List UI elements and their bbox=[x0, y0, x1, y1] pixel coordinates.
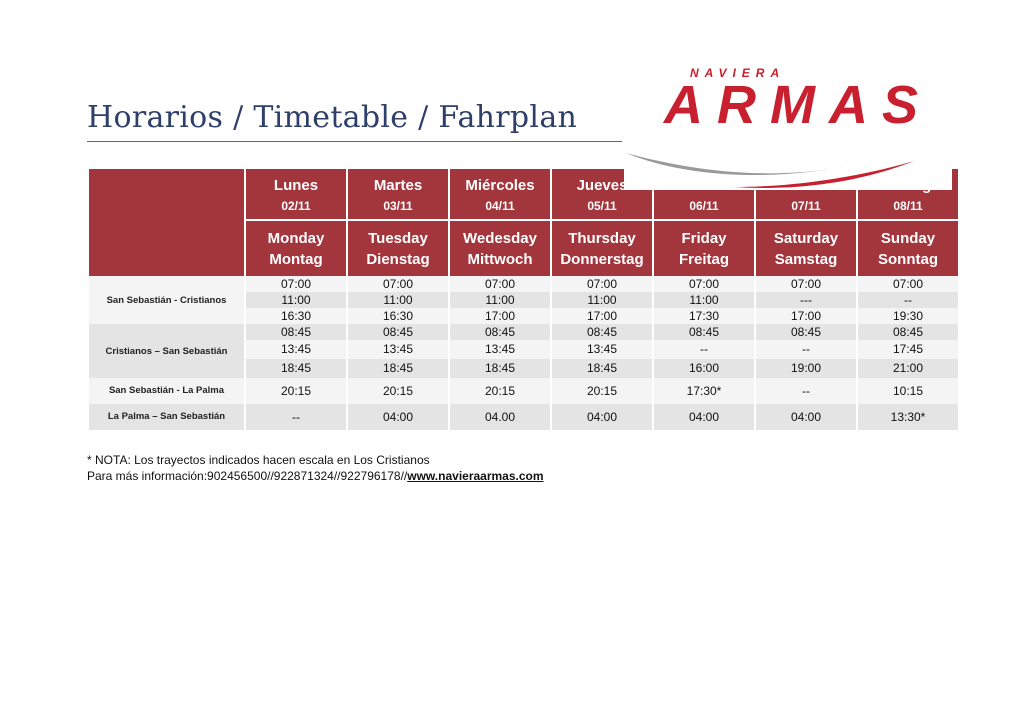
time-cell: 07:00 bbox=[756, 276, 856, 292]
time-cell: 07:00 bbox=[552, 276, 652, 292]
header-day-en-de: Friday Freitag bbox=[654, 219, 754, 276]
time-cell: 08:45 bbox=[348, 324, 448, 340]
website-link[interactable]: www.navieraarmas.com bbox=[407, 469, 544, 483]
time-cell: 08:45 bbox=[756, 324, 856, 340]
time-cell: 07:00 bbox=[858, 276, 958, 292]
time-cell: 08:45 bbox=[858, 324, 958, 340]
contact-line: Para más información:902456500//92287132… bbox=[87, 468, 544, 484]
time-cell: 11:00 bbox=[246, 292, 346, 308]
header-day-en-de: Wedesday Mittwoch bbox=[450, 219, 550, 276]
time-cell: -- bbox=[756, 378, 856, 404]
header-day-es: Lunes 02/11 bbox=[246, 169, 346, 219]
time-cell: 04:00 bbox=[654, 404, 754, 430]
time-cell: 21:00 bbox=[858, 359, 958, 378]
header-day-en-de: Monday Montag bbox=[246, 219, 346, 276]
route-label: San Sebastián - La Palma bbox=[89, 378, 244, 404]
time-cell: 20:15 bbox=[552, 378, 652, 404]
time-cell: 17:45 bbox=[858, 340, 958, 359]
route-label: San Sebastián - Cristianos bbox=[89, 276, 244, 324]
timetable: Lunes 02/11 Martes 03/11 Miércoles 04/11 Ju… bbox=[87, 169, 960, 430]
page-title: Horarios / Timetable / Fahrplan bbox=[87, 100, 578, 135]
time-cell: 11:00 bbox=[654, 292, 754, 308]
footnote: * NOTA: Los trayectos indicados hacen es… bbox=[87, 452, 544, 484]
header-day-en-de: Thursday Donnerstag bbox=[552, 219, 652, 276]
time-cell: 10:15 bbox=[858, 378, 958, 404]
time-cell: 11:00 bbox=[450, 292, 550, 308]
time-cell: --- bbox=[756, 292, 856, 308]
contact-phones: Para más información:902456500//92287132… bbox=[87, 469, 408, 483]
time-cell: 08:45 bbox=[246, 324, 346, 340]
time-cell: 17:00 bbox=[756, 308, 856, 324]
time-cell: 13:45 bbox=[348, 340, 448, 359]
time-cell: 18:45 bbox=[450, 359, 550, 378]
route-label: Cristianos – San Sebastián bbox=[89, 324, 244, 378]
note-line: * NOTA: Los trayectos indicados hacen es… bbox=[87, 453, 430, 467]
time-cell: 08:45 bbox=[654, 324, 754, 340]
time-cell: 17:00 bbox=[450, 308, 550, 324]
time-cell: 18:45 bbox=[348, 359, 448, 378]
time-cell: 11:00 bbox=[348, 292, 448, 308]
time-cell: 13:45 bbox=[246, 340, 346, 359]
header-day-en-de: Saturday Samstag bbox=[756, 219, 856, 276]
time-cell: -- bbox=[246, 404, 346, 430]
time-cell: 04:00 bbox=[348, 404, 448, 430]
naviera-armas-logo: NAVIERA ARMAS bbox=[624, 55, 952, 190]
time-cell: 20:15 bbox=[450, 378, 550, 404]
header-day-es: Martes 03/11 bbox=[348, 169, 448, 219]
time-cell: 07:00 bbox=[246, 276, 346, 292]
time-cell: 19:00 bbox=[756, 359, 856, 378]
time-cell: 16:00 bbox=[654, 359, 754, 378]
time-cell: 13:45 bbox=[450, 340, 550, 359]
logo-wordmark: ARMAS bbox=[664, 75, 932, 135]
header-day-es: Miércoles 04/11 bbox=[450, 169, 550, 219]
time-cell: 18:45 bbox=[246, 359, 346, 378]
time-cell: 17:30* bbox=[654, 378, 754, 404]
time-cell: 16:30 bbox=[348, 308, 448, 324]
route-label: La Palma – San Sebastián bbox=[89, 404, 244, 430]
header-day-en-de: Sunday Sonntag bbox=[858, 219, 958, 276]
time-cell: 17:00 bbox=[552, 308, 652, 324]
time-cell: 08:45 bbox=[552, 324, 652, 340]
time-cell: 19:30 bbox=[858, 308, 958, 324]
time-cell: 07:00 bbox=[348, 276, 448, 292]
time-cell: -- bbox=[654, 340, 754, 359]
time-cell: 11:00 bbox=[552, 292, 652, 308]
header-day-en-de: Tuesday Dienstag bbox=[348, 219, 448, 276]
time-cell: 04:00 bbox=[756, 404, 856, 430]
time-cell: 13:30* bbox=[858, 404, 958, 430]
time-cell: 04:00 bbox=[552, 404, 652, 430]
time-cell: 08:45 bbox=[450, 324, 550, 340]
time-cell: 07:00 bbox=[654, 276, 754, 292]
time-cell: 20:15 bbox=[246, 378, 346, 404]
time-cell: 20:15 bbox=[348, 378, 448, 404]
title-underline bbox=[87, 141, 622, 142]
logo-swoosh-icon bbox=[626, 153, 914, 188]
time-cell: 04.00 bbox=[450, 404, 550, 430]
time-cell: 16:30 bbox=[246, 308, 346, 324]
time-cell: 17:30 bbox=[654, 308, 754, 324]
time-cell: -- bbox=[858, 292, 958, 308]
logo-subtitle: NAVIERA bbox=[690, 66, 786, 80]
time-cell: 18:45 bbox=[552, 359, 652, 378]
time-cell: 07:00 bbox=[450, 276, 550, 292]
time-cell: -- bbox=[756, 340, 856, 359]
header-corner bbox=[89, 169, 244, 276]
time-cell: 13:45 bbox=[552, 340, 652, 359]
